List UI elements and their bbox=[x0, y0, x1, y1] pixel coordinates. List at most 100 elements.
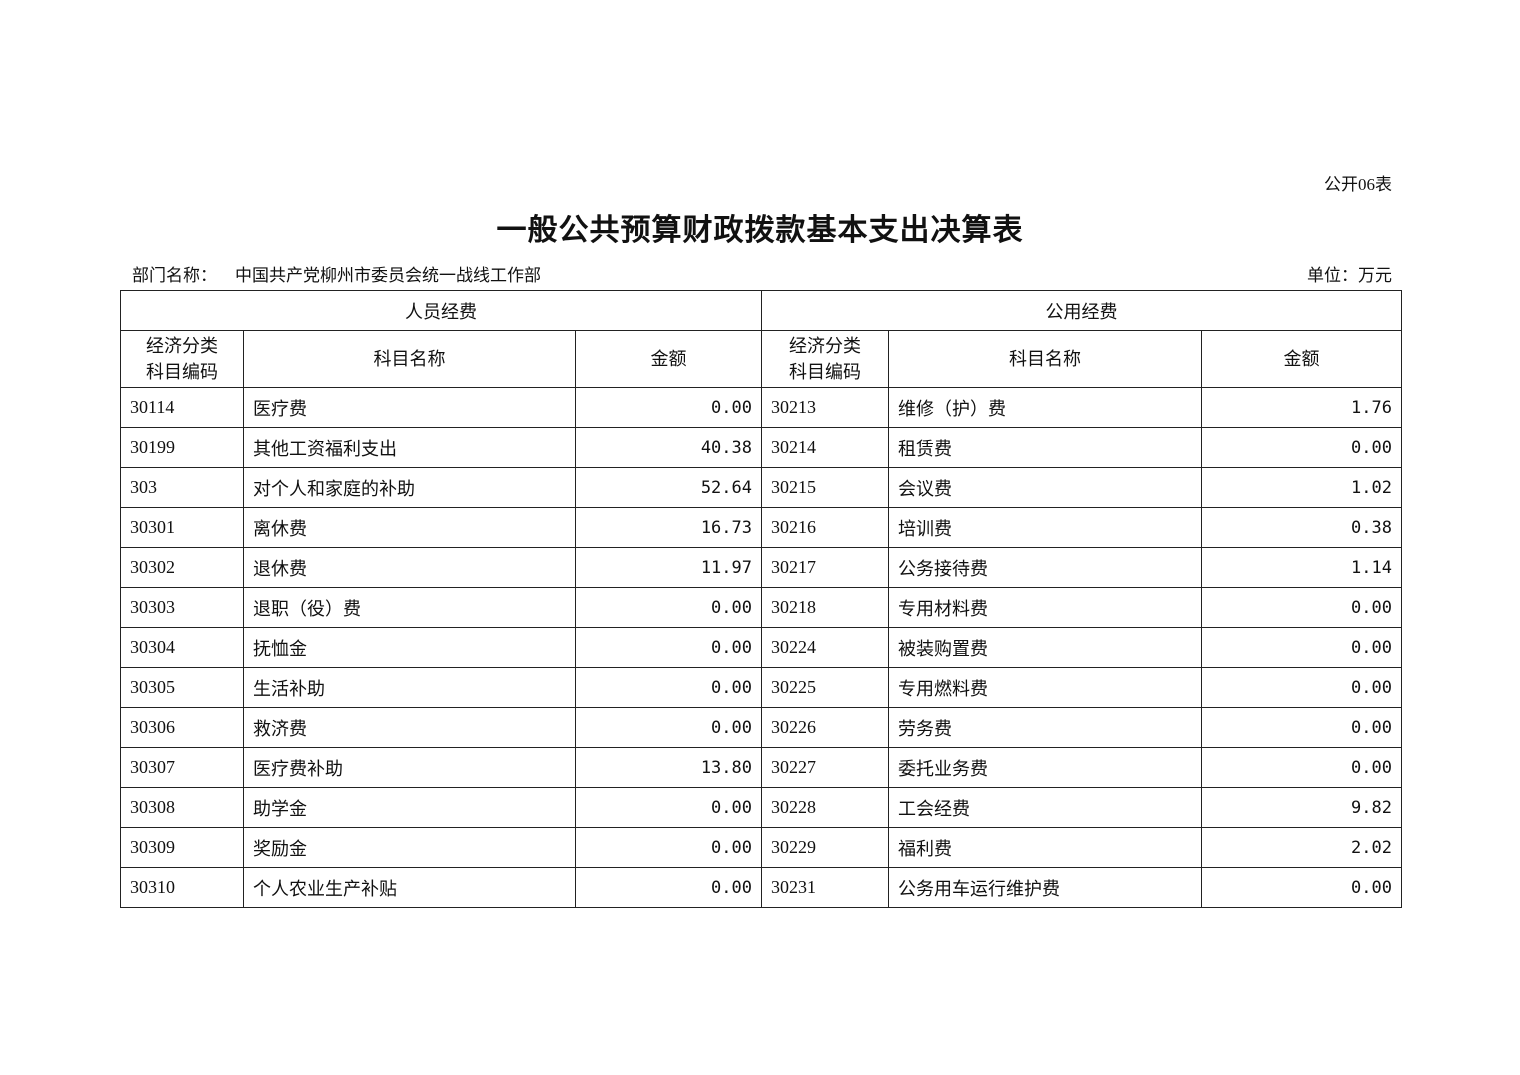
header-code-line1: 经济分类 bbox=[789, 336, 861, 356]
personnel-code: 303 bbox=[120, 467, 244, 508]
public-amount: 0.00 bbox=[1201, 667, 1402, 708]
table-row: 30303 退职（役）费 0.00 30218 专用材料费 0.00 bbox=[120, 587, 1402, 628]
public-code: 30225 bbox=[761, 667, 889, 708]
header-code-line2: 科目编码 bbox=[146, 362, 218, 382]
column-header-row: 经济分类 科目编码 科目名称 金额 经济分类 科目编码 科目名称 金额 bbox=[120, 330, 1402, 388]
personnel-item-name: 对个人和家庭的补助 bbox=[243, 467, 576, 508]
personnel-item-name: 个人农业生产补贴 bbox=[243, 867, 576, 908]
header-code: 经济分类 科目编码 bbox=[120, 330, 244, 388]
personnel-amount: 0.00 bbox=[575, 827, 762, 868]
public-item-name: 劳务费 bbox=[888, 707, 1202, 748]
personnel-amount: 11.97 bbox=[575, 547, 762, 588]
public-code: 30217 bbox=[761, 547, 889, 588]
personnel-code: 30302 bbox=[120, 547, 244, 588]
public-item-name: 委托业务费 bbox=[888, 747, 1202, 788]
personnel-item-name: 生活补助 bbox=[243, 667, 576, 708]
public-code: 30216 bbox=[761, 507, 889, 548]
table-row: 30309 奖励金 0.00 30229 福利费 2.02 bbox=[120, 827, 1402, 868]
personnel-item-name: 医疗费 bbox=[243, 387, 576, 428]
table-row: 30304 抚恤金 0.00 30224 被装购置费 0.00 bbox=[120, 627, 1402, 668]
personnel-code: 30114 bbox=[120, 387, 244, 428]
public-amount: 1.02 bbox=[1201, 467, 1402, 508]
public-item-name: 维修（护）费 bbox=[888, 387, 1202, 428]
public-item-name: 培训费 bbox=[888, 507, 1202, 548]
personnel-amount: 16.73 bbox=[575, 507, 762, 548]
personnel-amount: 0.00 bbox=[575, 867, 762, 908]
table-row: 30305 生活补助 0.00 30225 专用燃料费 0.00 bbox=[120, 667, 1402, 708]
personnel-item-name: 退休费 bbox=[243, 547, 576, 588]
public-amount: 0.38 bbox=[1201, 507, 1402, 548]
personnel-item-name: 救济费 bbox=[243, 707, 576, 748]
personnel-item-name: 医疗费补助 bbox=[243, 747, 576, 788]
public-item-name: 被装购置费 bbox=[888, 627, 1202, 668]
header-name: 科目名称 bbox=[888, 330, 1202, 388]
public-item-name: 专用燃料费 bbox=[888, 667, 1202, 708]
personnel-item-name: 离休费 bbox=[243, 507, 576, 548]
public-amount: 0.00 bbox=[1201, 427, 1402, 468]
table-row: 30114 医疗费 0.00 30213 维修（护）费 1.76 bbox=[120, 387, 1402, 428]
personnel-code: 30303 bbox=[120, 587, 244, 628]
header-amount: 金额 bbox=[1201, 330, 1402, 388]
public-amount: 0.00 bbox=[1201, 627, 1402, 668]
unit-label: 单位：万元 bbox=[1307, 266, 1392, 285]
public-item-name: 工会经费 bbox=[888, 787, 1202, 828]
public-item-name: 专用材料费 bbox=[888, 587, 1202, 628]
personnel-amount: 0.00 bbox=[575, 627, 762, 668]
group-header-personnel: 人员经费 bbox=[120, 290, 762, 331]
table-row: 30306 救济费 0.00 30226 劳务费 0.00 bbox=[120, 707, 1402, 748]
public-code: 30224 bbox=[761, 627, 889, 668]
public-amount: 1.14 bbox=[1201, 547, 1402, 588]
header-amount: 金额 bbox=[575, 330, 762, 388]
public-code: 30218 bbox=[761, 587, 889, 628]
public-item-name: 公务接待费 bbox=[888, 547, 1202, 588]
table-row: 303 对个人和家庭的补助 52.64 30215 会议费 1.02 bbox=[120, 467, 1402, 508]
personnel-item-name: 其他工资福利支出 bbox=[243, 427, 576, 468]
form-number: 公开06表 bbox=[1324, 175, 1392, 194]
personnel-amount: 0.00 bbox=[575, 707, 762, 748]
public-code: 30226 bbox=[761, 707, 889, 748]
header-code: 经济分类 科目编码 bbox=[761, 330, 889, 388]
table-row: 30308 助学金 0.00 30228 工会经费 9.82 bbox=[120, 787, 1402, 828]
department-name: 中国共产党柳州市委员会统一战线工作部 bbox=[235, 266, 541, 285]
department-info: 部门名称： 中国共产党柳州市委员会统一战线工作部 bbox=[132, 261, 559, 286]
public-code: 30229 bbox=[761, 827, 889, 868]
personnel-code: 30301 bbox=[120, 507, 244, 548]
public-code: 30227 bbox=[761, 747, 889, 788]
public-amount: 0.00 bbox=[1201, 747, 1402, 788]
public-amount: 9.82 bbox=[1201, 787, 1402, 828]
header-code-line1: 经济分类 bbox=[146, 336, 218, 356]
personnel-item-name: 助学金 bbox=[243, 787, 576, 828]
public-code: 30213 bbox=[761, 387, 889, 428]
public-item-name: 会议费 bbox=[888, 467, 1202, 508]
table-row: 30302 退休费 11.97 30217 公务接待费 1.14 bbox=[120, 547, 1402, 588]
table-row: 30307 医疗费补助 13.80 30227 委托业务费 0.00 bbox=[120, 747, 1402, 788]
personnel-item-name: 退职（役）费 bbox=[243, 587, 576, 628]
public-item-name: 福利费 bbox=[888, 827, 1202, 868]
public-amount: 0.00 bbox=[1201, 707, 1402, 748]
personnel-amount: 0.00 bbox=[575, 667, 762, 708]
page-title: 一般公共预算财政拨款基本支出决算表 bbox=[496, 214, 1024, 247]
public-code: 30214 bbox=[761, 427, 889, 468]
personnel-item-name: 抚恤金 bbox=[243, 627, 576, 668]
public-code: 30228 bbox=[761, 787, 889, 828]
public-code: 30231 bbox=[761, 867, 889, 908]
personnel-code: 30305 bbox=[120, 667, 244, 708]
public-item-name: 租赁费 bbox=[888, 427, 1202, 468]
personnel-amount: 52.64 bbox=[575, 467, 762, 508]
public-code: 30215 bbox=[761, 467, 889, 508]
table-row: 30310 个人农业生产补贴 0.00 30231 公务用车运行维护费 0.00 bbox=[120, 867, 1402, 908]
personnel-code: 30304 bbox=[120, 627, 244, 668]
personnel-item-name: 奖励金 bbox=[243, 827, 576, 868]
header-code-line2: 科目编码 bbox=[789, 362, 861, 382]
personnel-code: 30310 bbox=[120, 867, 244, 908]
public-amount: 2.02 bbox=[1201, 827, 1402, 868]
public-amount: 0.00 bbox=[1201, 587, 1402, 628]
personnel-amount: 0.00 bbox=[575, 587, 762, 628]
personnel-amount: 0.00 bbox=[575, 387, 762, 428]
department-label: 部门名称： bbox=[132, 266, 217, 285]
personnel-code: 30308 bbox=[120, 787, 244, 828]
expenditure-table: 人员经费 公用经费 经济分类 科目编码 科目名称 金额 经济分类 科目编码 科目名称… bbox=[120, 290, 1402, 908]
group-header-public: 公用经费 bbox=[761, 290, 1402, 331]
group-header-row: 人员经费 公用经费 bbox=[120, 290, 1402, 331]
personnel-amount: 40.38 bbox=[575, 427, 762, 468]
